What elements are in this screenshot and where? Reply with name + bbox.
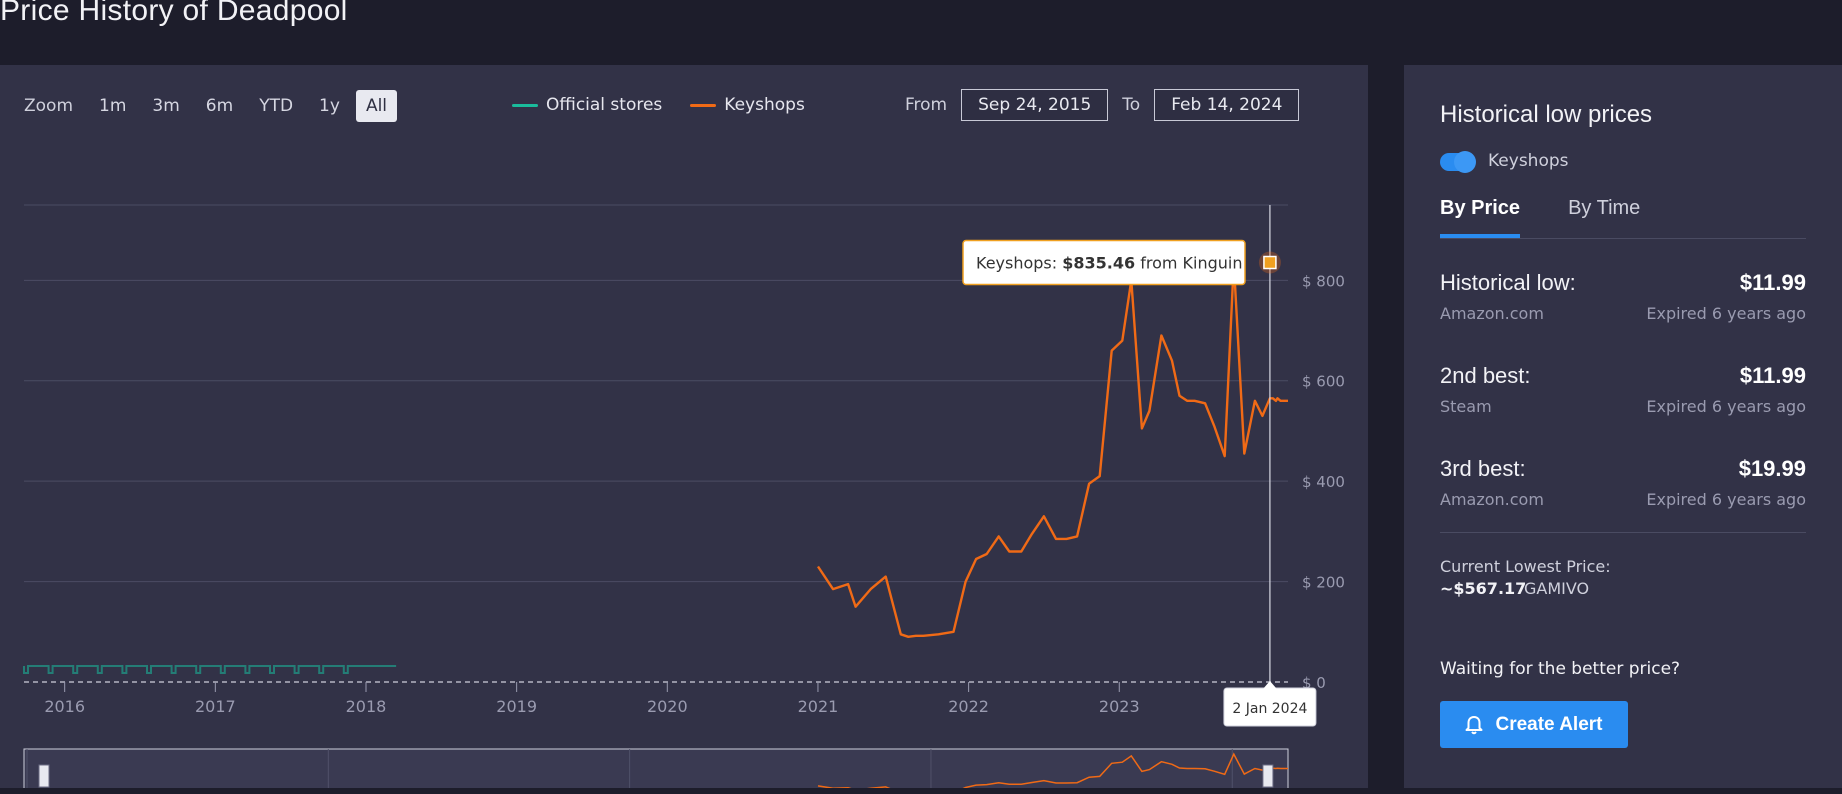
- legend-item-keyshops[interactable]: Keyshops: [690, 95, 805, 115]
- zoom-ytd-button[interactable]: YTD: [259, 96, 294, 116]
- navigator-window: [23, 748, 1289, 788]
- create-alert-label: Create Alert: [1495, 713, 1603, 735]
- x-tick-label: 2021: [798, 697, 839, 716]
- date-label-arrow: [1262, 681, 1277, 689]
- toggle-label: Keyshops: [1488, 151, 1569, 171]
- current-lowest-label: Current Lowest Price:: [1440, 557, 1611, 576]
- navigator-label: 2016: [33, 787, 71, 788]
- create-alert-button[interactable]: Create Alert: [1440, 701, 1628, 748]
- best-name: Historical low:: [1440, 270, 1576, 295]
- hover-marker: [1263, 255, 1277, 270]
- series-line-keyshops: [817, 261, 1288, 638]
- toggle-knob: [1454, 151, 1476, 173]
- tab-by-price[interactable]: By Price: [1440, 197, 1521, 238]
- navigator-label: 2020: [636, 787, 674, 788]
- page-title: Price History of Deadpool: [0, 0, 348, 27]
- x-tick-label: 2018: [346, 697, 387, 716]
- current-lowest-store[interactable]: GAMIVO: [1524, 579, 1590, 598]
- y-tick-label: $ 400: [1302, 473, 1345, 491]
- side-title: Historical low prices: [1440, 101, 1653, 128]
- x-tick-label: 2020: [647, 697, 688, 716]
- x-tick-label: 2023: [1099, 697, 1140, 716]
- legend-label-official: Official stores: [546, 95, 663, 115]
- to-date-input[interactable]: Feb 14, 2024: [1154, 89, 1300, 121]
- x-tick-label: 2017: [195, 697, 236, 716]
- zoom-3m-button[interactable]: 3m: [152, 96, 180, 116]
- zoom-1y-button[interactable]: 1y: [319, 96, 340, 116]
- best-price: $11.99: [1739, 270, 1806, 295]
- bell-icon: [1465, 715, 1483, 735]
- zoom-6m-button[interactable]: 6m: [205, 96, 234, 116]
- chart-tooltip: Keyshops: $835.46 from Kinguin: [962, 239, 1246, 286]
- navigator-handle-left: [38, 764, 50, 788]
- from-label: From: [905, 95, 948, 115]
- best-expired: Expired 6 years ago: [1646, 304, 1806, 323]
- navigator-mini-line: [817, 752, 1288, 788]
- x-tick-label: 2022: [948, 697, 989, 716]
- to-label: To: [1122, 95, 1141, 115]
- waiting-text: Waiting for the better price?: [1440, 659, 1681, 679]
- zoom-toolbar: Zoom 1m 3m 6m YTD 1y All: [24, 90, 403, 122]
- x-tick-label: 2016: [44, 697, 85, 716]
- best-store: Amazon.com: [1440, 490, 1544, 509]
- best-store: Steam: [1440, 397, 1492, 416]
- zoom-all-button[interactable]: All: [355, 90, 398, 122]
- from-date-input[interactable]: Sep 24, 2015: [961, 89, 1109, 121]
- keyshops-toggle[interactable]: [1440, 151, 1476, 173]
- y-tick-label: $ 800: [1302, 272, 1345, 290]
- navigator-label: 2024: [1238, 787, 1276, 788]
- x-tick-label: 2019: [496, 697, 537, 716]
- best-price: $19.99: [1738, 456, 1806, 481]
- best-expired: Expired 6 years ago: [1646, 490, 1806, 509]
- legend-item-official-stores[interactable]: Official stores: [512, 95, 662, 115]
- date-label-text: 2 Jan 2024: [1232, 701, 1307, 717]
- y-tick-label: $ 600: [1302, 373, 1345, 391]
- best-price: $11.99: [1739, 363, 1806, 388]
- zoom-label: Zoom: [24, 96, 74, 116]
- navigator-label: 2018: [334, 787, 372, 788]
- zoom-1m-button[interactable]: 1m: [99, 96, 127, 116]
- tab-by-time[interactable]: By Time: [1568, 197, 1641, 219]
- best-name: 3rd best:: [1440, 456, 1526, 481]
- legend-label-keyshops: Keyshops: [724, 95, 805, 115]
- price-chart-panel: Zoom 1m 3m 6m YTD 1y All Official stores…: [0, 65, 1368, 788]
- navigator-handle-right: [1262, 764, 1274, 788]
- legend-swatch-official: [512, 103, 538, 107]
- navigator-label: 2022: [937, 787, 975, 788]
- chart-legend: Official stores Keyshops: [512, 95, 833, 115]
- legend-swatch-keyshops: [690, 103, 717, 107]
- divider: [1440, 532, 1806, 533]
- tooltip-box: [962, 239, 1246, 286]
- current-lowest-price: ~$567.17: [1440, 579, 1527, 598]
- series-line-official-stores: [23, 665, 397, 674]
- date-range: From Sep 24, 2015 To Feb 14, 2024: [905, 89, 1313, 121]
- sort-tabs: By Price By Time: [1440, 197, 1806, 239]
- best-store: Amazon.com: [1440, 304, 1544, 323]
- tooltip-text: Keyshops: $835.46 from Kinguin: [976, 254, 1243, 273]
- best-name: 2nd best:: [1440, 363, 1531, 388]
- y-tick-label: $ 200: [1302, 574, 1345, 592]
- historical-low-panel: Historical low prices Keyshops By Price …: [1404, 65, 1842, 788]
- best-expired: Expired 6 years ago: [1646, 397, 1806, 416]
